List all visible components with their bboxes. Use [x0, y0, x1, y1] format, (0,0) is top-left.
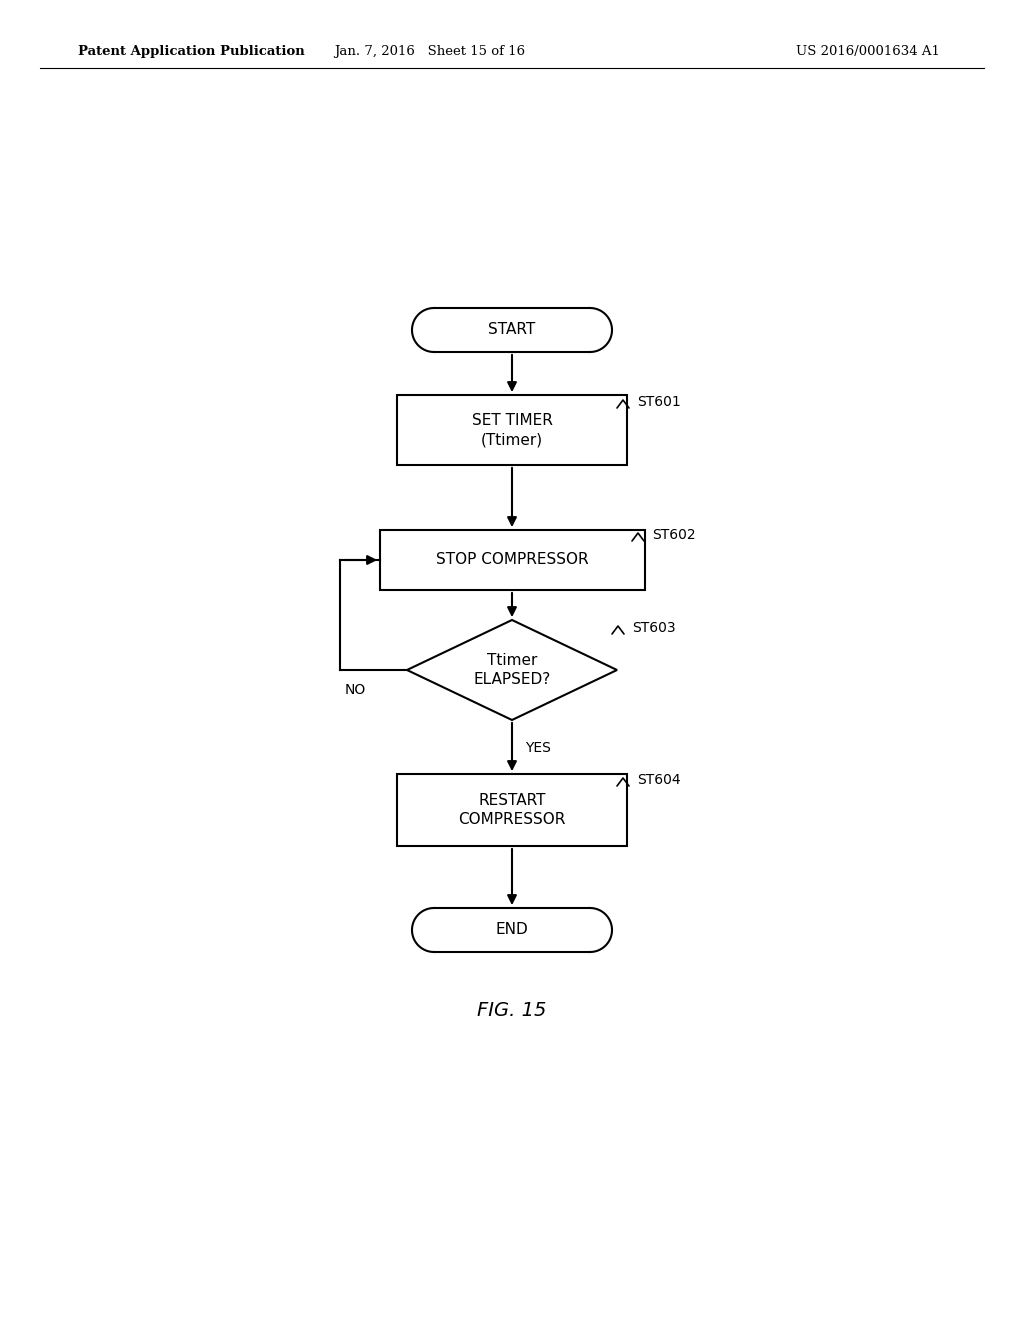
- Text: ST602: ST602: [652, 528, 695, 543]
- Bar: [397, 774, 627, 846]
- Text: ST601: ST601: [637, 395, 681, 409]
- Bar: [397, 395, 627, 465]
- Text: SET TIMER
(Ttimer): SET TIMER (Ttimer): [472, 413, 552, 447]
- Text: Jan. 7, 2016   Sheet 15 of 16: Jan. 7, 2016 Sheet 15 of 16: [335, 45, 525, 58]
- Polygon shape: [407, 620, 617, 719]
- Bar: [380, 531, 644, 590]
- Text: YES: YES: [525, 741, 551, 755]
- Text: END: END: [496, 923, 528, 937]
- Text: Ttimer
ELAPSED?: Ttimer ELAPSED?: [473, 652, 551, 688]
- Text: ST603: ST603: [632, 620, 676, 635]
- Text: NO: NO: [345, 682, 367, 697]
- Text: STOP COMPRESSOR: STOP COMPRESSOR: [435, 553, 589, 568]
- Text: ST604: ST604: [637, 774, 681, 787]
- Text: Patent Application Publication: Patent Application Publication: [78, 45, 305, 58]
- Text: US 2016/0001634 A1: US 2016/0001634 A1: [796, 45, 940, 58]
- Text: START: START: [488, 322, 536, 338]
- Text: RESTART
COMPRESSOR: RESTART COMPRESSOR: [459, 792, 565, 828]
- Text: FIG. 15: FIG. 15: [477, 1001, 547, 1019]
